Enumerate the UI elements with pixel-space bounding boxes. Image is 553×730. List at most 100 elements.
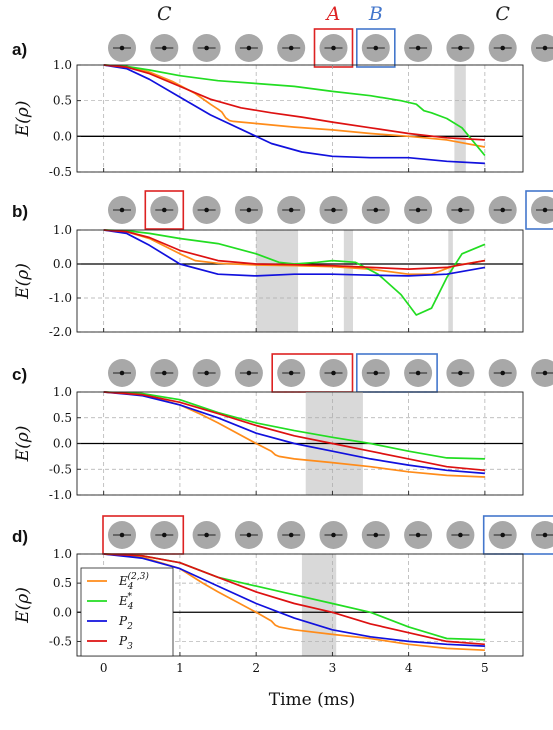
plot-frame bbox=[76, 553, 524, 657]
state-circle bbox=[404, 34, 433, 62]
y-tick-label: 0.0 bbox=[53, 257, 72, 271]
legend-entry-p3: P3 bbox=[87, 634, 133, 652]
state-circle bbox=[488, 34, 517, 62]
shaded-region bbox=[448, 230, 453, 332]
state-circle bbox=[404, 196, 433, 224]
panel-label: b) bbox=[12, 202, 28, 221]
y-tick-label: 1.0 bbox=[53, 547, 72, 561]
series-line-p3 bbox=[103, 553, 485, 646]
plot-frame bbox=[76, 229, 524, 333]
state-dot bbox=[458, 370, 463, 376]
highlight-box-red bbox=[144, 190, 185, 230]
state-circle bbox=[108, 196, 136, 224]
state-dot bbox=[246, 207, 252, 213]
state-dot bbox=[119, 370, 125, 376]
state-dot bbox=[119, 532, 125, 538]
state-dot bbox=[500, 532, 506, 538]
state-circle bbox=[319, 359, 348, 387]
shaded-region bbox=[301, 554, 337, 656]
state-circle bbox=[319, 196, 348, 224]
legend-label: P2 bbox=[118, 614, 133, 632]
y-axis-label: E(ρ) bbox=[13, 101, 33, 138]
state-circle bbox=[446, 34, 475, 62]
state-circle bbox=[361, 521, 390, 549]
state-dot bbox=[246, 370, 252, 376]
series-line-estar bbox=[103, 64, 486, 157]
state-dot bbox=[373, 532, 379, 538]
state-circle bbox=[531, 359, 553, 387]
state-circle bbox=[150, 196, 179, 224]
y-tick-label: 1.0 bbox=[53, 223, 72, 237]
highlight-box-red bbox=[313, 28, 354, 68]
state-circle bbox=[150, 359, 179, 387]
state-dot bbox=[204, 45, 209, 51]
series-line-p3 bbox=[103, 64, 485, 141]
state-dot bbox=[331, 45, 336, 51]
state-dot bbox=[331, 370, 336, 376]
state-circle bbox=[277, 196, 306, 224]
y-tick-label: 0.0 bbox=[53, 129, 72, 143]
state-circle bbox=[277, 521, 306, 549]
legend-entry-estar: E4* bbox=[87, 592, 134, 612]
state-dot bbox=[542, 207, 548, 213]
legend-label: P3 bbox=[118, 634, 133, 652]
state-circle bbox=[234, 521, 263, 549]
y-axis-label: E(ρ) bbox=[13, 263, 33, 300]
series-line-p2 bbox=[103, 229, 486, 277]
legend-label: E4* bbox=[118, 592, 134, 612]
state-dot bbox=[246, 532, 252, 538]
series-line-e23 bbox=[103, 391, 485, 478]
state-dot bbox=[542, 370, 548, 376]
state-dot bbox=[162, 207, 167, 213]
series-line-e23 bbox=[103, 553, 485, 652]
state-circle bbox=[319, 34, 348, 62]
highlight-box-blue bbox=[482, 515, 553, 555]
series-line-e23 bbox=[103, 229, 486, 276]
region-label-b: B bbox=[368, 3, 383, 25]
state-dot bbox=[373, 207, 379, 213]
state-circle bbox=[488, 521, 517, 549]
panels: a)-0.50.00.51.0E(ρ)b)-2.0-1.00.01.0E(ρ)c… bbox=[12, 28, 553, 675]
panel-2: b) -2.0 -1.0 0.0 1.0 E(ρ) bbox=[12, 190, 553, 339]
series-line-estar bbox=[103, 229, 486, 316]
state-dot bbox=[500, 370, 506, 376]
series-line-p2 bbox=[103, 64, 485, 165]
y-tick-label: 0.0 bbox=[53, 437, 72, 451]
state-dot bbox=[458, 207, 463, 213]
state-dot bbox=[204, 370, 209, 376]
panel-label: a) bbox=[12, 40, 27, 59]
state-dot bbox=[331, 532, 336, 538]
plot-frame bbox=[76, 64, 524, 173]
series-line-estar bbox=[103, 391, 485, 460]
state-circle bbox=[361, 34, 390, 62]
state-circle bbox=[531, 521, 553, 549]
shaded-region bbox=[343, 230, 353, 332]
state-dot bbox=[204, 207, 209, 213]
state-dot bbox=[162, 45, 167, 51]
state-dot bbox=[415, 532, 421, 538]
panel-label: d) bbox=[12, 527, 28, 546]
state-dot bbox=[415, 370, 421, 376]
series-line-p2 bbox=[103, 391, 485, 475]
state-circle bbox=[404, 359, 433, 387]
region-label-c: C bbox=[157, 3, 172, 25]
y-tick-label: -0.5 bbox=[49, 462, 72, 476]
x-tick-label: 3 bbox=[329, 661, 337, 675]
y-tick-label: 0.5 bbox=[53, 94, 72, 108]
state-circle bbox=[192, 196, 221, 224]
state-dot bbox=[458, 532, 463, 538]
state-circle bbox=[150, 34, 179, 62]
x-axis-label: Time (ms) bbox=[269, 690, 355, 710]
state-circle bbox=[361, 359, 390, 387]
state-circle bbox=[108, 521, 136, 549]
x-tick-label: 4 bbox=[405, 661, 413, 675]
series-line-p3 bbox=[103, 391, 485, 472]
legend-entry-p2: P2 bbox=[87, 614, 133, 632]
state-dot bbox=[458, 45, 463, 51]
y-tick-label: 0.5 bbox=[53, 411, 72, 425]
state-circle bbox=[488, 359, 517, 387]
state-circle bbox=[150, 521, 179, 549]
state-circle bbox=[192, 34, 221, 62]
panel-3: c) -1.0 -0.5 0.0 0.5 1.0 E(ρ) bbox=[12, 353, 553, 502]
panel-label: c) bbox=[12, 365, 27, 384]
